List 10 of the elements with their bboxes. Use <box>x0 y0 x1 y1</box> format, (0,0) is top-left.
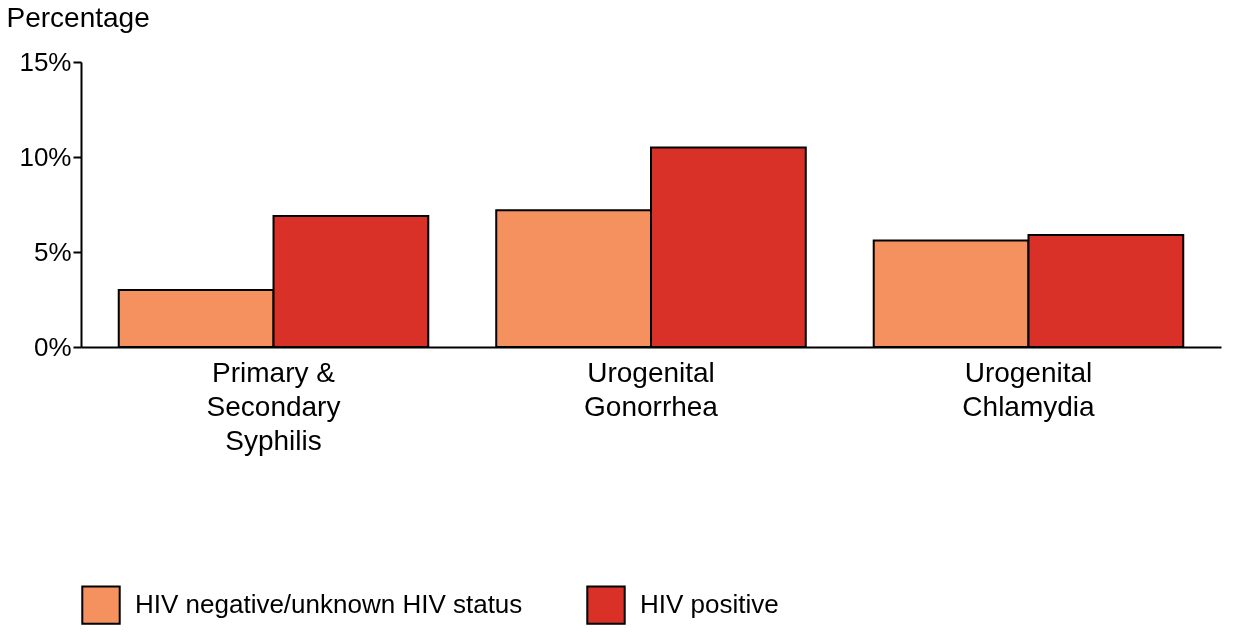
y-tick-label: 10% <box>19 141 72 172</box>
y-tick-label: 15% <box>19 46 72 77</box>
y-tick-label: 0% <box>33 331 72 362</box>
x-tick-label: Urogenital Gonorrhea <box>584 356 719 422</box>
x-tick-label: Primary & Secondary Syphilis <box>206 356 341 456</box>
legend-label: HIV negative/unknown HIV status <box>135 589 523 620</box>
y-tick-label: 5% <box>33 236 72 267</box>
legend-label: HIV positive <box>640 589 779 620</box>
x-tick-label: Urogenital Chlamydia <box>962 356 1096 422</box>
y-axis-title: Percentage <box>6 1 150 33</box>
